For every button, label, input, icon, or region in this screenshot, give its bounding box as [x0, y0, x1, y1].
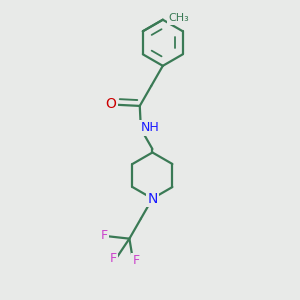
- Text: O: O: [106, 97, 116, 111]
- Text: NH: NH: [140, 121, 159, 134]
- Text: F: F: [133, 254, 140, 267]
- Text: F: F: [100, 229, 107, 242]
- Text: F: F: [109, 252, 116, 265]
- Text: N: N: [147, 192, 158, 206]
- Text: CH₃: CH₃: [169, 14, 189, 23]
